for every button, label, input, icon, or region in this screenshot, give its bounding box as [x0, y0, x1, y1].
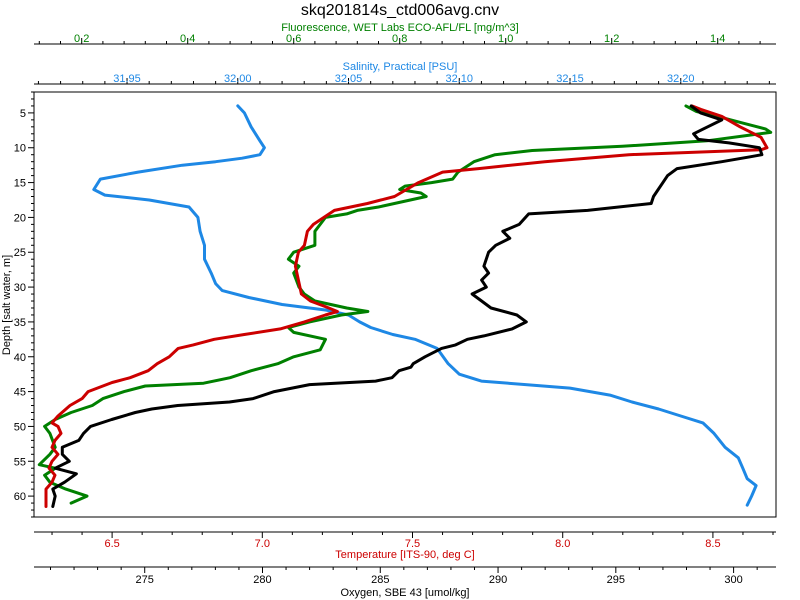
depth-axis-label: Depth [salt water, m]: [1, 255, 13, 355]
salinity-axis: 31.95 32.00 32.05 32.10 32.15 32.20: [34, 73, 776, 85]
oxygen-tick-label: 275: [136, 574, 154, 586]
oxygen-tick-label: 300: [724, 574, 742, 586]
depth-tick-label: 55: [14, 456, 26, 468]
fluorescence-tick-label: 1.4: [710, 33, 725, 45]
oxygen-tick-label: 280: [253, 574, 271, 586]
temperature-tick-label: 8.0: [555, 538, 570, 550]
fluorescence-series-line: [37, 104, 773, 505]
oxygen-tick-label: 295: [607, 574, 625, 586]
salinity-tick-label: 32.20: [667, 73, 695, 85]
fluorescence-tick-label: 0.8: [392, 33, 407, 45]
depth-tick-label: 10: [14, 143, 26, 155]
salinity-tick-label: 32.05: [335, 73, 363, 85]
chart-title: skq201814s_ctd006avg.cnv: [301, 2, 499, 19]
temperature-tick-label: 7.5: [405, 538, 420, 550]
depth-tick-label: 15: [14, 178, 26, 190]
depth-tick-label: 45: [14, 387, 26, 399]
salinity-tick-label: 32.00: [224, 73, 252, 85]
depth-tick-label: 40: [14, 352, 26, 364]
depth-tick-label: 5: [20, 108, 26, 120]
fluorescence-tick-label: 0.2: [74, 33, 89, 45]
oxygen-tick-label: 290: [489, 574, 507, 586]
oxygen-series-line: [51, 104, 764, 508]
oxygen-axis: 275 280 285 290 295 300: [34, 566, 776, 586]
depth-tick-label: 20: [14, 212, 26, 224]
fluorescence-axis: 0.2 0.4 0.6 0.8 1.0 1.2 1.4: [34, 33, 776, 45]
fluorescence-tick-label: 0.6: [286, 33, 301, 45]
fluorescence-tick-label: 1.0: [498, 33, 513, 45]
plot-area: [33, 91, 777, 518]
temperature-tick-label: 7.0: [255, 538, 270, 550]
depth-tick-label: 35: [14, 317, 26, 329]
salinity-series-line: [92, 104, 758, 507]
oxygen-tick-label: 285: [371, 574, 389, 586]
depth-tick-label: 25: [14, 247, 26, 259]
oxygen-axis-label: Oxygen, SBE 43 [umol/kg]: [340, 587, 469, 599]
salinity-tick-label: 32.15: [556, 73, 584, 85]
fluorescence-tick-label: 0.4: [180, 33, 195, 45]
temperature-series-line: [44, 104, 769, 508]
fluorescence-tick-label: 1.2: [604, 33, 619, 45]
depth-axis: 5 10 15 20 25 30 35 40 45 50 55 60: [14, 91, 34, 518]
depth-tick-label: 60: [14, 491, 26, 503]
salinity-tick-label: 32.10: [446, 73, 474, 85]
temperature-tick-label: 8.5: [705, 538, 720, 550]
depth-tick-label: 50: [14, 421, 26, 433]
temperature-tick-label: 6.5: [104, 538, 119, 550]
fluorescence-axis-label: Fluorescence, WET Labs ECO-AFL/FL [mg/m^…: [281, 22, 518, 34]
temperature-axis: 6.5 7.0 7.5 8.0 8.5: [34, 531, 776, 550]
series-group: [37, 104, 773, 508]
salinity-axis-label: Salinity, Practical [PSU]: [343, 61, 458, 73]
temperature-axis-label: Temperature [ITS-90, deg C]: [335, 549, 474, 561]
depth-tick-label: 30: [14, 282, 26, 294]
salinity-tick-label: 31.95: [113, 73, 141, 85]
